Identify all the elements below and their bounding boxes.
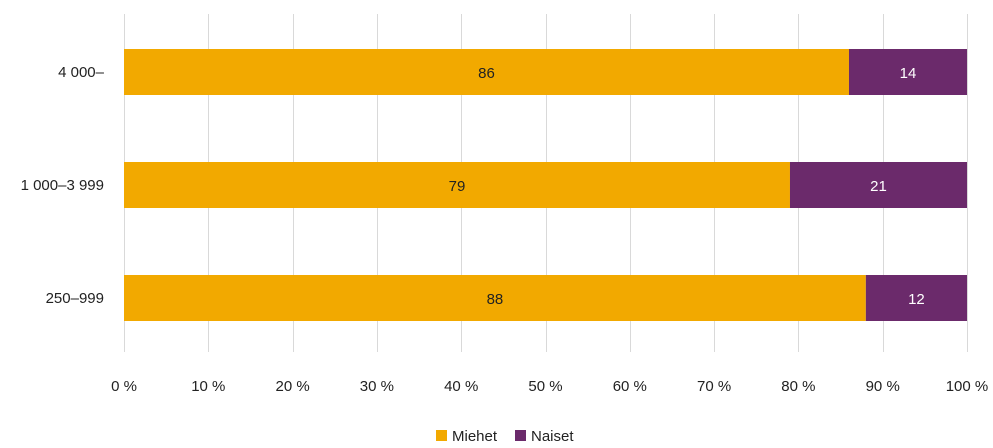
legend: Miehet Naiset: [436, 428, 574, 445]
legend-swatch-miehet: [436, 430, 447, 441]
bar-segment-miehet: [124, 162, 790, 208]
legend-label: Naiset: [531, 428, 574, 445]
x-tick-label: 70 %: [697, 378, 731, 395]
x-tick-label: 0 %: [111, 378, 137, 395]
bar-segment-miehet: [124, 275, 866, 321]
x-tick-label: 30 %: [360, 378, 394, 395]
x-tick-label: 40 %: [444, 378, 478, 395]
x-tick-label: 60 %: [613, 378, 647, 395]
x-tick-label: 90 %: [866, 378, 900, 395]
data-label: 12: [908, 291, 925, 308]
bars: [124, 49, 967, 321]
data-label: 88: [487, 291, 504, 308]
category-label: 4 000–: [58, 64, 105, 81]
category-labels: 4 000– 1 000–3 999 250–999: [21, 64, 105, 307]
data-label: 14: [900, 65, 917, 82]
legend-swatch-naiset: [515, 430, 526, 441]
data-label: 86: [478, 65, 495, 82]
bar-segment-naiset: [848, 49, 967, 95]
bar-segment-miehet: [124, 49, 849, 95]
data-label: 21: [870, 178, 887, 195]
category-label: 250–999: [46, 290, 104, 307]
x-tick-label: 50 %: [528, 378, 562, 395]
category-label: 1 000–3 999: [21, 177, 104, 194]
x-tick-label: 80 %: [781, 378, 815, 395]
x-tick-label: 20 %: [275, 378, 309, 395]
legend-label: Miehet: [452, 428, 498, 445]
bar-segment-naiset: [789, 162, 967, 208]
data-label: 79: [449, 178, 466, 195]
x-axis-tick-labels: 0 % 10 % 20 % 30 % 40 % 50 % 60 % 70 % 80 % 90 % 1…: [111, 378, 988, 395]
x-tick-label: 10 %: [191, 378, 225, 395]
bar-segment-naiset: [865, 275, 967, 321]
bar-labels: 86 14 79 21 88 12: [449, 65, 925, 308]
x-tick-label: 100 %: [946, 378, 989, 395]
